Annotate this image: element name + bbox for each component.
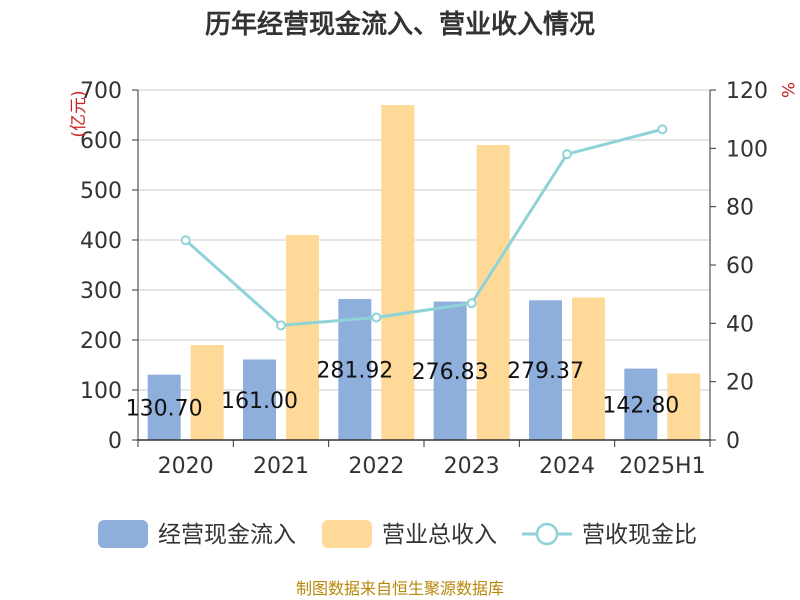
y-left-tick-label: 400	[80, 229, 122, 254]
data-label-cash-inflow: 161.00	[221, 389, 298, 414]
axes: 0 100 200 300 400 500 600 700 0 20 40 60 80 100 120 (亿元…	[69, 79, 797, 479]
data-label-cash-inflow: 279.37	[507, 359, 584, 384]
legend-swatch-ratio-marker	[535, 522, 559, 546]
x-tick-label: 2021	[253, 454, 309, 479]
y-left-tick-label: 0	[108, 429, 122, 454]
data-label-cash-inflow: 281.92	[316, 359, 393, 384]
y-right-tick-label: 80	[726, 196, 754, 221]
x-tick-label: 2024	[539, 454, 595, 479]
line-point-ratio	[466, 298, 477, 309]
bar-cash-inflow	[624, 368, 658, 440]
y-left-tick-label: 200	[80, 329, 122, 354]
line-point-ratio	[657, 124, 668, 135]
data-labels: 130.70 161.00 281.92 276.83 279.37 142.80	[126, 359, 680, 422]
bar-revenue	[572, 297, 605, 440]
line-series	[180, 124, 668, 331]
y-left-tick-label: 700	[80, 79, 122, 104]
y-right-tick-label: 0	[726, 429, 740, 454]
chart-title: 历年经营现金流入、营业收入情况	[205, 9, 595, 40]
bar-cash-inflow	[147, 374, 181, 440]
x-tick-label: 2020	[158, 454, 214, 479]
legend: 经营现金流入 营业总收入 营收现金比	[98, 520, 697, 548]
data-label-cash-inflow: 130.70	[126, 396, 203, 421]
data-label-cash-inflow: 142.80	[602, 393, 679, 418]
line-ratio	[184, 127, 663, 327]
y-right-tick-label: 60	[726, 254, 754, 279]
bar-cash-inflow	[529, 300, 562, 440]
y-left-tick-label: 300	[80, 279, 122, 304]
y-right-unit: %	[777, 82, 797, 98]
bar-revenue	[476, 145, 510, 440]
bar-cash-inflow	[338, 299, 372, 440]
y-left-tick-label: 600	[80, 129, 122, 154]
source-note: 制图数据来自恒生聚源数据库	[296, 579, 504, 598]
y-left-unit: (亿元)	[69, 90, 89, 137]
bar-cash-inflow	[243, 359, 276, 440]
y-left-tick-label: 500	[80, 179, 122, 204]
bar-revenue	[286, 235, 319, 440]
grid-lines	[138, 89, 710, 391]
data-label-cash-inflow: 276.83	[412, 360, 489, 385]
legend-swatch-cash-inflow	[98, 520, 148, 548]
line-point-ratio	[180, 235, 191, 246]
y-left-tick-label: 100	[80, 379, 122, 404]
y-right-tick-label: 120	[726, 79, 768, 104]
line-point-ratio	[562, 149, 572, 160]
bar-series	[147, 105, 701, 440]
y-right-tick-label: 100	[726, 137, 768, 162]
legend-label-ratio: 营收现金比	[582, 522, 697, 548]
line-point-ratio	[276, 320, 286, 331]
line-point-ratio	[371, 312, 382, 323]
x-tick-label: 2023	[444, 454, 500, 479]
bar-revenue	[190, 345, 224, 440]
bar-cash-inflow	[433, 301, 467, 440]
y-right-tick-label: 40	[726, 312, 754, 337]
legend-label-revenue: 营业总收入	[382, 522, 497, 548]
legend-swatch-revenue	[322, 520, 372, 548]
y-right-tick-label: 20	[726, 371, 754, 396]
bar-revenue	[381, 105, 415, 440]
bar-revenue	[667, 373, 701, 440]
legend-label-cash-inflow: 经营现金流入	[158, 522, 296, 548]
x-tick-label: 2022	[348, 454, 404, 479]
x-tick-label: 2025H1	[619, 454, 706, 479]
